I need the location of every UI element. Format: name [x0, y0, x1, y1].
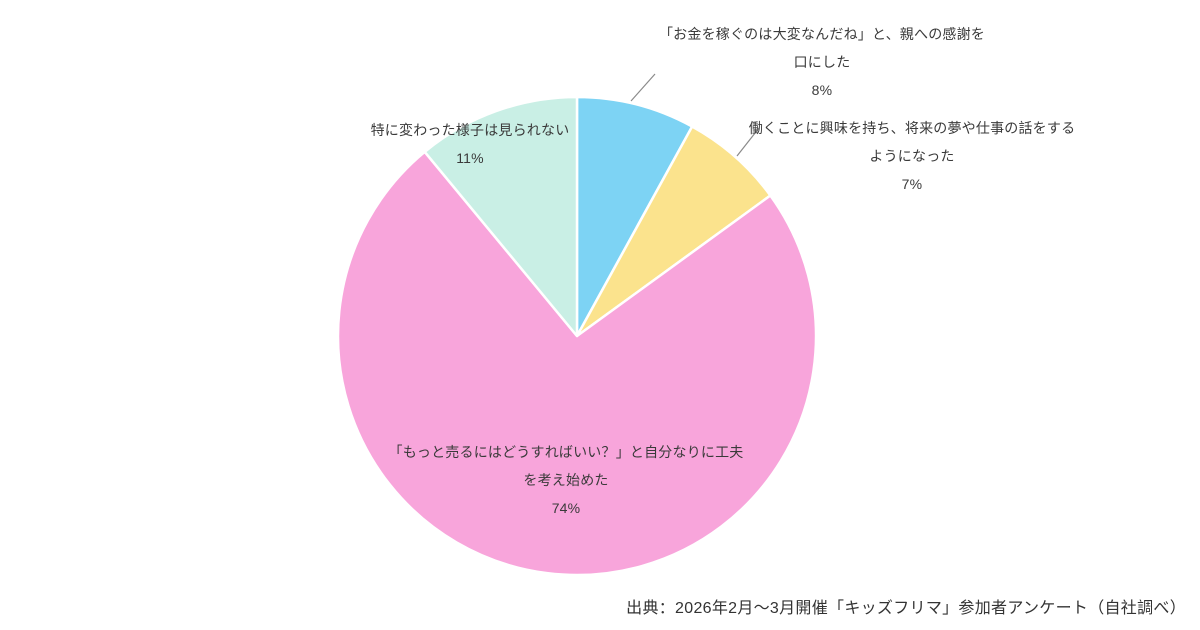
label-line: ようになった	[869, 148, 955, 164]
pie-slice-2	[336, 150, 818, 577]
label-slice-sell-more: 「もっと売るにはどうすればいい？」と自分なりに工夫 を考え始めた 74%	[356, 438, 776, 522]
percent-value: 8%	[811, 82, 833, 98]
label-line: 口にした	[793, 54, 851, 70]
label-line: を考え始めた	[523, 472, 609, 488]
leader-line-slice-1	[630, 73, 656, 102]
pie-slice-0	[575, 95, 694, 338]
label-line: 「お金を稼ぐのは大変なんだね」と、親への感謝を	[658, 26, 986, 42]
label-slice-money-hard: 「お金を稼ぐのは大変なんだね」と、親への感謝を 口にした 8%	[622, 20, 1022, 104]
percent-value: 7%	[901, 176, 923, 192]
pie-slice-3	[423, 95, 579, 338]
percent-value: 74%	[551, 500, 581, 516]
label-line: 「もっと売るにはどうすればいい？」と自分なりに工夫	[388, 444, 744, 460]
source-note: 出典：2026年2月〜3月開催「キッズフリマ」参加者アンケート（自社調べ）	[626, 600, 1186, 617]
pie-slice-1	[575, 125, 772, 338]
label-slice-work-interest: 働くことに興味を持ち、将来の夢や仕事の話をする ようになった 7%	[712, 114, 1112, 198]
percent-value: 11%	[456, 150, 484, 166]
label-line: 働くことに興味を持ち、将来の夢や仕事の話をする	[748, 120, 1076, 136]
leader-line-slice-2	[736, 127, 760, 157]
label-slice-no-change: 特に変わった様子は見られない 11%	[310, 116, 630, 172]
pie-slices-group	[336, 95, 818, 577]
label-line: 特に変わった様子は見られない	[370, 122, 570, 138]
